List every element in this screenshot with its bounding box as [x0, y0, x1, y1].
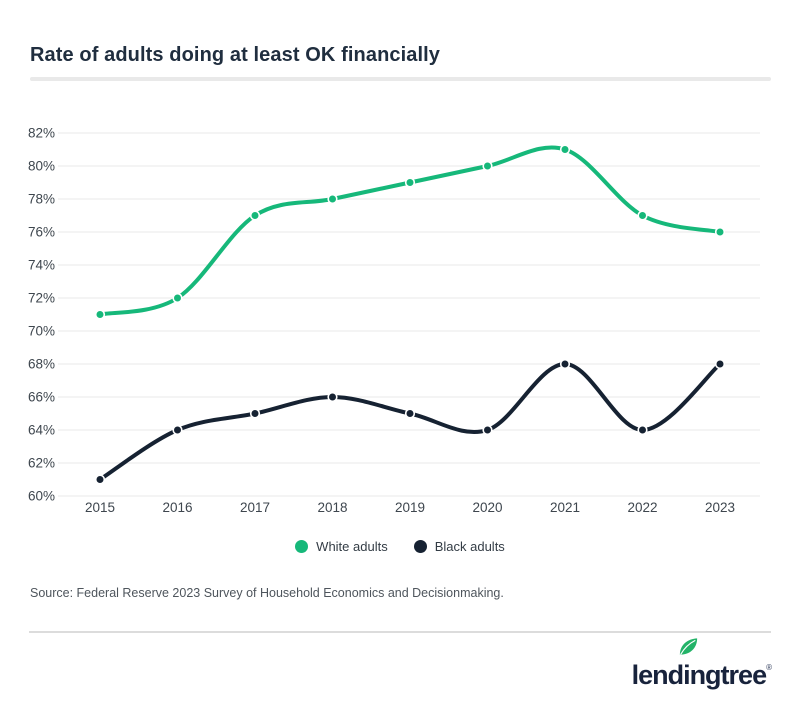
logo-text: lendingtree [631, 660, 768, 690]
footer-divider [29, 631, 771, 633]
data-point [714, 226, 726, 238]
y-axis-tick-label: 60% [28, 489, 55, 504]
source-note: Source: Federal Reserve 2023 Survey of H… [30, 586, 504, 600]
y-axis-tick-label: 74% [28, 258, 55, 273]
data-point [94, 474, 106, 485]
data-point [404, 408, 416, 419]
chart-title: Rate of adults doing at least OK financi… [30, 44, 441, 66]
data-point [482, 424, 493, 436]
data-point [172, 292, 183, 304]
data-point [327, 193, 338, 205]
data-point [249, 210, 261, 221]
x-axis-tick-label: 2019 [395, 500, 425, 515]
legend-label: White adults [316, 538, 388, 554]
x-axis-tick-label: 2018 [317, 500, 347, 515]
line-chart: 82% 80% 78% 76% 74% 72% 70% 68% 66% 64% 62% 60% 2015… [0, 100, 800, 530]
y-axis-tick-label: 64% [28, 423, 55, 438]
data-point [714, 358, 726, 370]
chart-canvas: 82% 80% 78% 76% 74% 72% 70% 68% 66% 64% 62% 60% 2015… [28, 126, 760, 515]
data-point [327, 391, 338, 403]
y-axis-tick-label: 78% [28, 192, 55, 207]
y-axis-tick-label: 72% [28, 291, 55, 306]
y-axis-tick-label: 70% [28, 324, 55, 339]
data-point [559, 144, 571, 155]
x-axis-tick-label: 2022 [627, 500, 657, 515]
x-axis-tick-label: 2023 [705, 500, 735, 515]
chart-legend: White adults Black adults [0, 534, 800, 558]
data-point [559, 358, 571, 370]
legend-dot-white-adults-icon [295, 539, 309, 553]
y-axis-tick-label: 82% [28, 126, 55, 141]
x-axis-tick-label: 2021 [550, 500, 580, 515]
data-point [249, 408, 261, 419]
data-point [637, 424, 648, 436]
y-axis-tick-label: 66% [28, 390, 55, 405]
data-point [94, 309, 106, 320]
lendingtree-logo: lendingtree® [631, 638, 772, 691]
x-axis-tick-label: 2016 [162, 500, 192, 515]
y-axis-tick-label: 68% [28, 357, 55, 372]
x-axis-tick-label: 2020 [472, 500, 502, 515]
data-point [637, 210, 648, 221]
data-point [482, 160, 493, 172]
title-divider [30, 77, 771, 81]
legend-item-black-adults: Black adults [413, 538, 505, 554]
legend-dot-black-adults-icon [413, 539, 427, 553]
x-axis-tick-label: 2017 [240, 500, 270, 515]
data-point [172, 424, 183, 436]
registered-mark: ® [766, 663, 772, 672]
legend-label: Black adults [434, 538, 505, 554]
legend-item-white-adults: White adults [295, 539, 388, 554]
series-line-black-adults [98, 361, 722, 482]
leaf-icon [679, 638, 697, 655]
series-line-white-adults [98, 145, 722, 317]
y-axis-tick-label: 80% [28, 159, 55, 174]
y-axis-tick-label: 62% [28, 456, 55, 471]
x-axis-tick-label: 2015 [85, 500, 115, 515]
y-axis-tick-label: 76% [28, 225, 55, 240]
data-point [404, 177, 416, 188]
logo-wordmark: lendingtree® [631, 638, 772, 691]
